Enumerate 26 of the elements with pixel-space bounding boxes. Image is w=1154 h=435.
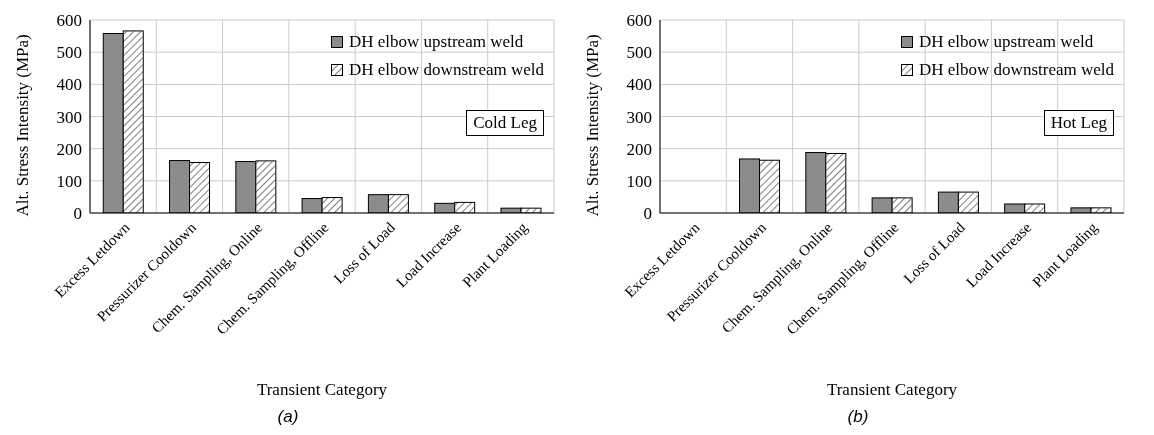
y-tick-label: 0 [73,204,82,224]
y-tick-label: 300 [56,107,82,127]
text: (a) [276,407,300,427]
y-tick-label: 400 [626,75,652,95]
annotation: Cold Leg [466,110,544,136]
legend-label: DH elbow downstream weld [919,60,1114,80]
legend-label: DH elbow upstream weld [919,32,1094,52]
legend-label: DH elbow downstream weld [349,60,544,80]
y-axis-title: Alt. Stress Intensity (MPa) [13,34,33,217]
y-tick-label: 200 [626,139,652,159]
y-tick-label: 0 [643,204,652,224]
x-axis-title: Transient Category [826,380,958,399]
legend-label: DH elbow upstream weld [349,32,524,52]
text: (b) [846,407,870,427]
x-axis-title: Transient Category [256,380,388,399]
y-tick-label: 200 [56,139,82,159]
y-tick-label: 600 [56,11,82,31]
annotation: Hot Leg [1043,110,1114,136]
y-tick-label: 400 [56,75,82,95]
y-tick-label: 300 [626,107,652,127]
y-axis-title: Alt. Stress Intensity (MPa) [583,34,603,217]
y-tick-label: 500 [626,43,652,63]
y-tick-label: 100 [626,171,652,191]
y-tick-label: 500 [56,43,82,63]
y-tick-label: 100 [56,171,82,191]
y-tick-label: 600 [626,11,652,31]
